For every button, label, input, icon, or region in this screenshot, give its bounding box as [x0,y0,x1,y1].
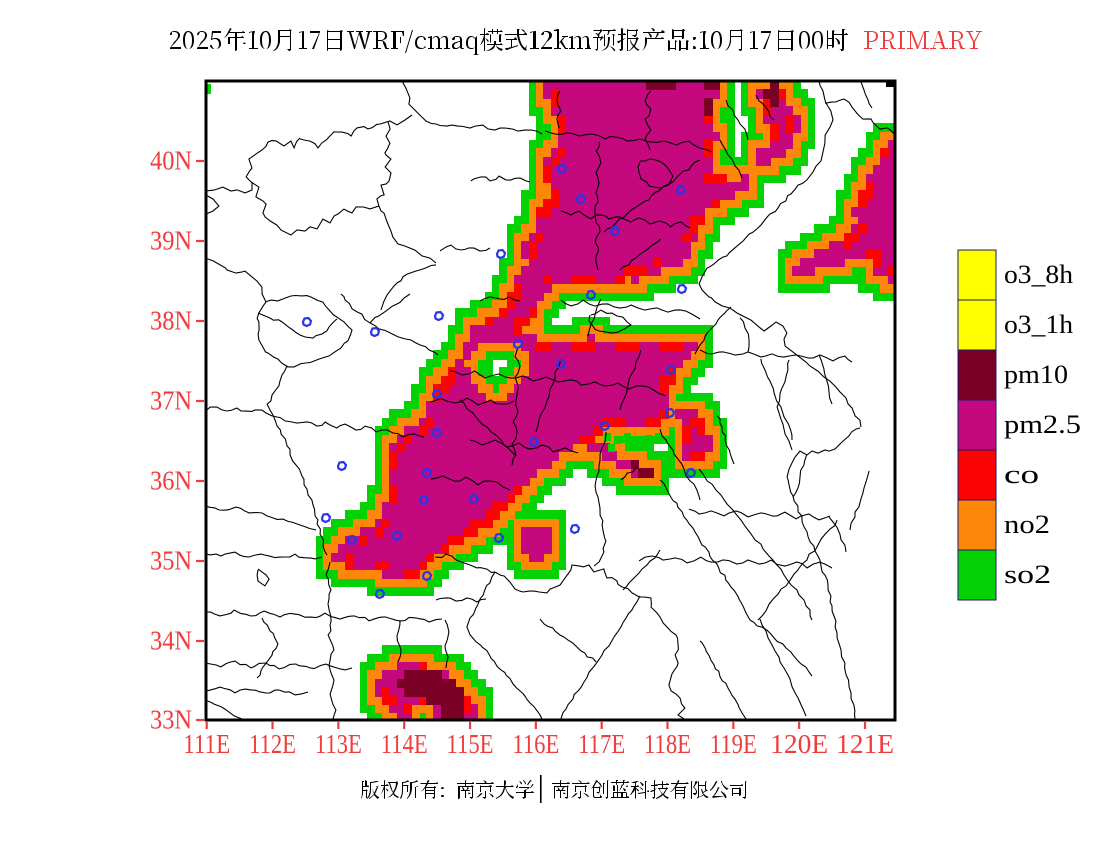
svg-text:co: co [1004,460,1039,489]
svg-text:39N: 39N [150,226,192,256]
svg-text:117E: 117E [578,729,625,759]
svg-text:37N: 37N [150,386,192,416]
svg-text:121E: 121E [836,729,894,759]
svg-text:40N: 40N [150,146,192,176]
svg-text:o3_8h: o3_8h [1004,260,1073,289]
svg-text:38N: 38N [150,306,192,336]
svg-text:114E: 114E [381,729,428,759]
svg-text:pm10: pm10 [1004,360,1068,389]
svg-text:no2: no2 [1004,510,1050,539]
svg-text:116E: 116E [512,729,559,759]
svg-text:111E: 111E [183,729,230,759]
svg-text:34N: 34N [150,626,192,656]
svg-text:119E: 119E [710,729,757,759]
svg-text:36N: 36N [150,466,192,496]
svg-text:118E: 118E [644,729,691,759]
svg-text:112E: 112E [249,729,296,759]
svg-text:120E: 120E [770,729,828,759]
svg-text:115E: 115E [447,729,494,759]
svg-text:o3_1h: o3_1h [1004,310,1073,339]
svg-text:35N: 35N [150,546,192,576]
svg-text:pm2.5: pm2.5 [1004,410,1081,439]
svg-text:113E: 113E [315,729,362,759]
svg-text:so2: so2 [1004,560,1051,589]
svg-text:33N: 33N [150,705,192,735]
